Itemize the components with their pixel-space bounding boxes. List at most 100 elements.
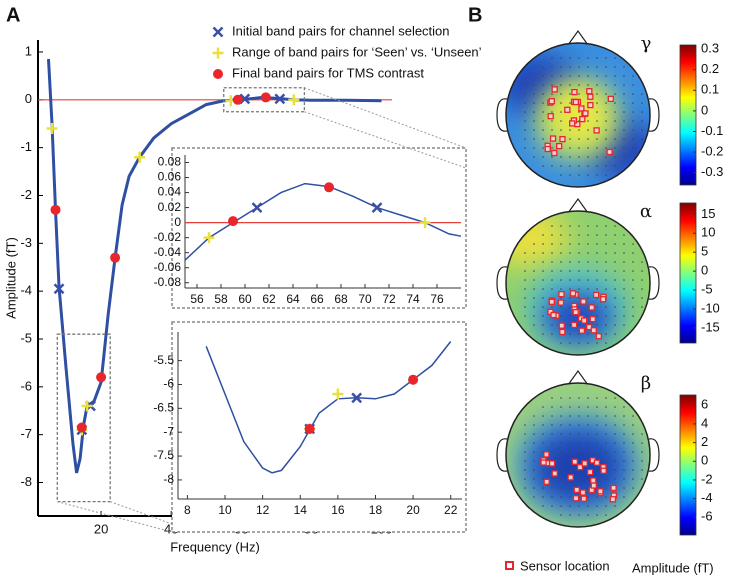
sensor-dot	[524, 469, 526, 471]
sensor-dot	[614, 252, 616, 254]
marker-plus	[288, 94, 300, 106]
sensor-dot	[614, 261, 616, 263]
sensor-dot	[524, 129, 526, 131]
sensor-dot	[587, 270, 589, 272]
x-tick-label: 70	[358, 292, 372, 306]
x-tick-label: 58	[214, 292, 228, 306]
y-tick-label: -6.5	[153, 401, 174, 415]
y-axis-label: Amplitude (fT)	[3, 237, 18, 319]
sensor-dot	[596, 496, 598, 498]
topomap	[506, 383, 650, 527]
sensor-dot	[533, 469, 535, 471]
y-tick-label: 0	[174, 215, 181, 229]
sensor-dot	[614, 165, 616, 167]
sensor-dot	[560, 66, 562, 68]
sensor-dot	[587, 333, 589, 335]
sensor-dot	[551, 225, 553, 227]
sensor-dot	[542, 469, 544, 471]
sensor-dot	[623, 406, 625, 408]
sensor-dot	[596, 324, 598, 326]
marker-stroke	[371, 202, 383, 213]
sensor-dot	[614, 397, 616, 399]
sensor-dot	[569, 397, 571, 399]
sensor-dot	[641, 297, 643, 299]
sensor-dot	[614, 84, 616, 86]
sensor-dot	[533, 93, 535, 95]
sensor-dot	[614, 424, 616, 426]
sensor-dot	[560, 225, 562, 227]
y-tick-label: -6	[163, 377, 174, 391]
colorbar-tick-label: 15	[701, 206, 715, 221]
sensor-dot	[578, 252, 580, 254]
sensor-dot	[596, 505, 598, 507]
sensor-dot	[623, 138, 625, 140]
sensor-dot	[614, 243, 616, 245]
sensor-dot	[569, 324, 571, 326]
sensor-dot	[569, 315, 571, 317]
sensor-dot	[632, 478, 634, 480]
sensor-location	[548, 298, 555, 305]
sensor-location	[569, 290, 577, 297]
legend-sensor-marker	[505, 561, 514, 570]
sensor-dot	[569, 442, 571, 444]
sensor-dot	[551, 406, 553, 408]
sensor-dot	[614, 469, 616, 471]
sensor-dot	[533, 84, 535, 86]
sensor-dot	[587, 225, 589, 227]
marker-circle	[408, 374, 419, 385]
sensor-dot	[533, 451, 535, 453]
marker-circle	[50, 204, 61, 215]
x-tick-label: 16	[331, 503, 345, 517]
sensor-dot	[605, 342, 607, 344]
sensor-dot	[587, 505, 589, 507]
colorbar-tick-label: 0.3	[701, 41, 719, 56]
x-tick-label: 12	[256, 503, 270, 517]
sensor-dot	[560, 297, 562, 299]
sensor-dot	[614, 234, 616, 236]
sensor-dot	[551, 252, 553, 254]
sensor-dot	[542, 415, 544, 417]
sensor-location	[559, 135, 566, 143]
sensor-dot	[551, 288, 553, 290]
sensor-dot	[632, 442, 634, 444]
sensor-dot	[560, 496, 562, 498]
marker-circle	[228, 216, 238, 227]
sensor-dot	[578, 174, 580, 176]
sensor-dot	[533, 442, 535, 444]
sensor-dot	[551, 57, 553, 59]
sensor-location	[586, 88, 593, 95]
sensor-location	[581, 460, 588, 467]
sensor-dot	[641, 129, 643, 131]
sensor-dot	[623, 252, 625, 254]
sensor-location	[578, 327, 586, 334]
sensor-dot	[569, 297, 571, 299]
topomap	[506, 43, 650, 187]
legend-label: Initial band pairs for channel selection	[232, 23, 450, 38]
colorbar-tick-label: 2	[701, 434, 708, 449]
sensor-dot	[587, 397, 589, 399]
head-ear	[648, 266, 660, 300]
sensor-location	[589, 315, 596, 323]
y-tick-label: -7	[163, 424, 174, 438]
sensor-dot	[524, 297, 526, 299]
colorbar	[679, 202, 697, 344]
sensor-dot	[551, 424, 553, 426]
sensor-dot	[605, 66, 607, 68]
sensor-dot	[596, 342, 598, 344]
sensor-location	[564, 106, 571, 113]
y-tick-label: 0.02	[158, 200, 182, 214]
sensor-location	[578, 105, 585, 112]
x-tick-label: 20	[94, 521, 108, 536]
sensor-dot	[569, 84, 571, 86]
sensor-dot	[605, 84, 607, 86]
legend-marker	[213, 69, 223, 79]
marker-stroke	[53, 283, 65, 295]
sensor-dot	[587, 496, 589, 498]
sensor-dot	[551, 433, 553, 435]
sensor-dot	[587, 433, 589, 435]
sensor-location	[572, 495, 580, 502]
sensor-dot	[551, 93, 553, 95]
sensor-dot	[542, 75, 544, 77]
sensor-dot	[596, 442, 598, 444]
sensor-dot	[542, 234, 544, 236]
